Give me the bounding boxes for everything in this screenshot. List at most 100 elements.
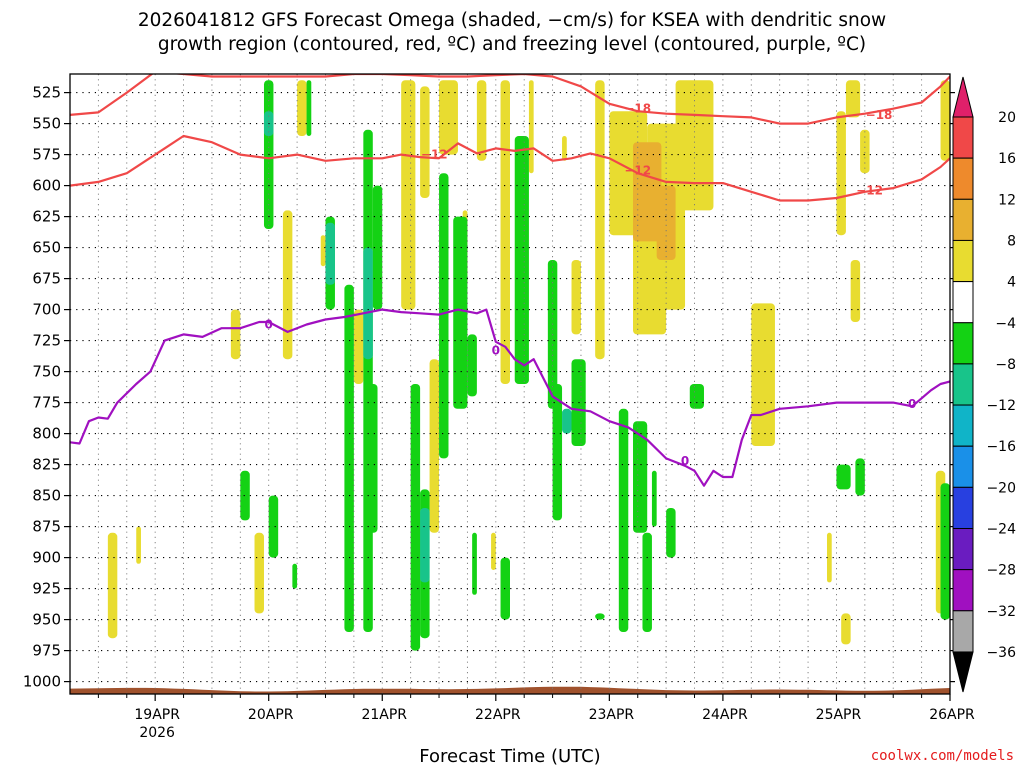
omega-cell-5 — [297, 80, 307, 136]
omega-cell-34 — [656, 185, 676, 260]
omega-cell-52 — [514, 136, 529, 384]
omega-cell-2 — [230, 309, 241, 360]
title-line-1: 2026041812 GFS Forecast Omega (shaded, −… — [138, 10, 886, 31]
x-tick-23APR: 23APR — [589, 707, 635, 723]
omega-cell-0 — [107, 532, 118, 639]
omega-cell-60 — [642, 532, 652, 632]
omega-cell-62 — [689, 384, 704, 409]
colorbar-tick--28: −28 — [986, 563, 1016, 579]
y-tick-525: 525 — [32, 84, 61, 102]
x-tick-22APR: 22APR — [475, 707, 521, 723]
contour-label-0-1: −18 — [866, 108, 893, 122]
omega-cell-49 — [467, 334, 477, 397]
x-tick-25APR: 25APR — [816, 707, 862, 723]
omega-cell-51 — [500, 557, 510, 620]
omega-cell-29 — [860, 129, 870, 174]
omega-cell-57 — [618, 408, 629, 632]
y-tick-725: 725 — [32, 332, 61, 350]
omega-cell-42 — [363, 129, 373, 633]
colorbar-bin-2 — [952, 198, 974, 241]
omega-cell-65 — [940, 483, 950, 620]
omega-cell-47 — [439, 173, 449, 459]
colorbar-tick--16: −16 — [986, 439, 1016, 455]
y-tick-925: 925 — [32, 580, 61, 598]
contour-label-1-1: −12 — [624, 164, 651, 178]
surface-terrain — [70, 686, 950, 694]
omega-cell-8 — [401, 80, 416, 310]
colorbar-tick-16: 16 — [998, 151, 1016, 167]
omega-cell-58 — [633, 421, 648, 533]
omega-cell-28 — [850, 260, 861, 322]
omega-cell-68 — [420, 508, 430, 583]
omega-cell-16 — [528, 80, 534, 174]
plot-frame — [69, 73, 951, 695]
y-tick-700: 700 — [32, 301, 61, 319]
credit-link[interactable]: coolwx.com/models — [871, 748, 1014, 764]
omega-cell-69 — [562, 408, 572, 434]
colorbar-tick-4: 4 — [1007, 275, 1016, 291]
y-tick-850: 850 — [32, 487, 61, 505]
omega-cell-4 — [282, 210, 293, 360]
x-axis-label: Forecast Time (UTC) — [419, 746, 600, 767]
y-tick-775: 775 — [32, 394, 61, 412]
colorbar-tick--20: −20 — [986, 480, 1016, 496]
omega-cell-39 — [292, 563, 298, 589]
colorbar-top-arrow — [952, 76, 974, 118]
colorbar-tick-12: 12 — [998, 192, 1016, 208]
title-group: 2026041812 GFS Forecast Omega (shaded, −… — [138, 10, 886, 55]
omega-cell-61 — [666, 508, 676, 558]
x-tick-21APR: 21APR — [361, 707, 407, 723]
omega-cell-67 — [363, 247, 373, 360]
omega-cell-43 — [372, 185, 383, 310]
colorbar-bin-3 — [952, 239, 974, 283]
colorbar-bin-5 — [952, 322, 974, 365]
colorbar-bin-6 — [952, 363, 974, 406]
omega-cell-44 — [368, 384, 378, 533]
contour-minus12 — [70, 134, 950, 202]
omega-cell-30 — [841, 613, 851, 645]
y-tick-900: 900 — [32, 549, 61, 567]
y-tick-825: 825 — [32, 456, 61, 474]
omega-cell-18 — [571, 260, 581, 335]
omega-cell-24 — [751, 303, 775, 446]
x-tick-20APR: 20APR — [248, 707, 294, 723]
title-line-2: growth region (contoured, red, ºC) and f… — [158, 34, 866, 55]
colorbar-bin-8 — [952, 445, 974, 488]
omega-cell-3 — [254, 532, 264, 614]
colorbar-bin-7 — [952, 404, 974, 447]
x-tick-year: 2026 — [139, 725, 175, 741]
omega-cell-14 — [491, 532, 496, 570]
contour-lines: −18 −18 −12 −12 −12 0 0 0 0 — [70, 74, 950, 487]
y-tick-625: 625 — [32, 208, 61, 226]
contour-label-2-2: 0 — [681, 454, 689, 468]
y-tick-750: 750 — [32, 363, 61, 381]
omega-cell-31 — [940, 80, 950, 161]
omega-cell-36 — [306, 80, 312, 136]
colorbar-bin-11 — [952, 569, 974, 612]
colorbar-tick--8: −8 — [995, 357, 1016, 373]
y-tick-875: 875 — [32, 518, 61, 536]
contour-label-1-2: −12 — [856, 184, 883, 198]
contour-label-2-1: 0 — [492, 344, 500, 358]
omega-cell-15 — [500, 80, 510, 384]
colorbar-tick--32: −32 — [986, 604, 1016, 620]
colorbar: 20 16 12 8 4 −4 −8 −12 −16 −20 −24 −28 −32 −36 — [952, 76, 1016, 693]
omega-cell-26 — [836, 111, 846, 236]
colorbar-bin-12 — [952, 610, 974, 653]
omega-cell-22 — [675, 80, 714, 211]
omega-cell-13 — [476, 80, 487, 161]
colorbar-bin-10 — [952, 528, 974, 571]
y-tick-975: 975 — [32, 642, 61, 660]
contour-label-2-0: 0 — [265, 317, 273, 331]
colorbar-tick--12: −12 — [986, 398, 1016, 414]
ground-layer — [70, 686, 950, 694]
y-tick-800: 800 — [32, 425, 61, 443]
x-tick-24APR: 24APR — [702, 707, 748, 723]
omega-cell-9 — [420, 86, 430, 198]
colorbar-tick-20: 20 — [998, 110, 1016, 126]
omega-cell-27 — [845, 80, 861, 118]
omega-cell-17 — [562, 136, 567, 161]
omega-cell-66 — [325, 222, 335, 285]
omega-cell-37 — [240, 470, 250, 521]
y-tick-1000: 1000 — [23, 673, 61, 691]
